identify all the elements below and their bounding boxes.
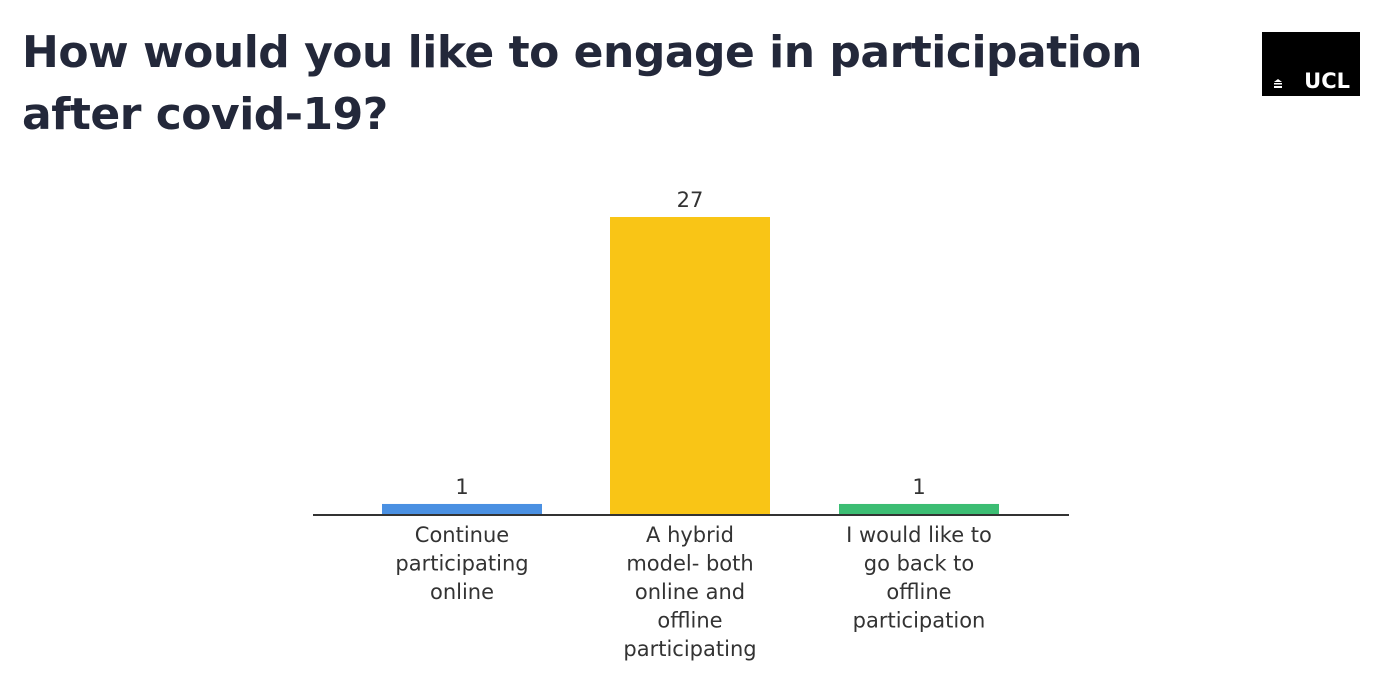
ucl-portico-icon xyxy=(1274,79,1282,88)
data-label-3: 1 xyxy=(912,475,925,499)
data-label-2: 27 xyxy=(677,188,704,212)
ucl-logo-text: UCL xyxy=(1304,69,1350,93)
bar-3 xyxy=(839,503,999,515)
bar-1 xyxy=(382,503,542,515)
ucl-logo: UCL xyxy=(1262,32,1360,96)
bar-2 xyxy=(610,217,770,515)
category-label-3: I would like to go back to offline particip… xyxy=(846,523,992,633)
category-label-2: A hybrid model- both online and offline part… xyxy=(623,523,756,661)
slide-title: How would you like to engage in particip… xyxy=(22,27,1142,140)
data-label-1: 1 xyxy=(455,475,468,499)
category-label-1: Continue participating online xyxy=(395,523,528,604)
